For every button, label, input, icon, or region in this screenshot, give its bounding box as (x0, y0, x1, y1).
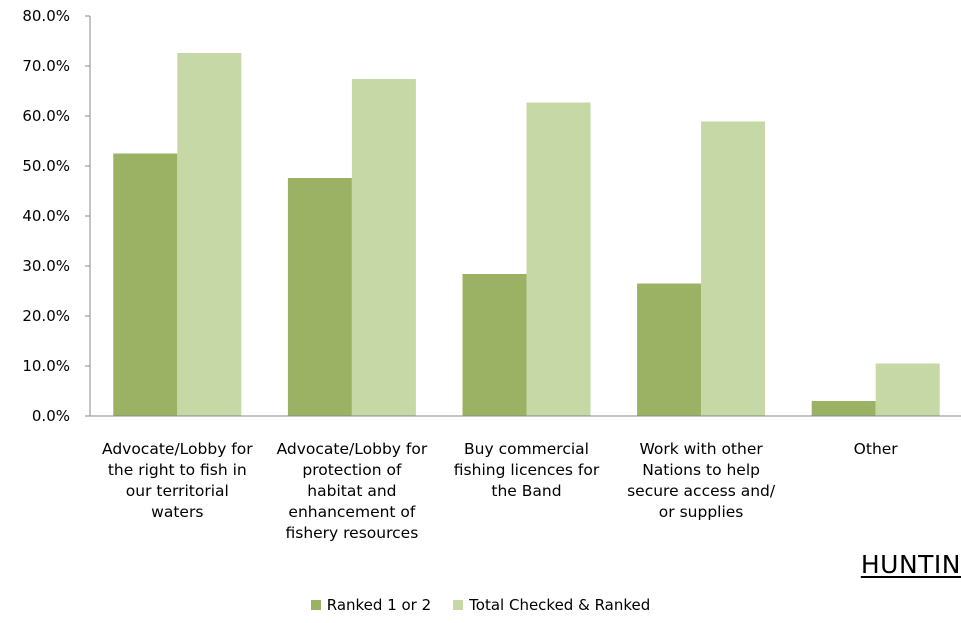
y-tick-label: 10.0% (22, 357, 70, 375)
bar-series-2-category-3 (526, 102, 591, 416)
legend-swatch-series-2 (453, 600, 464, 610)
x-category-label-line: Nations to help (642, 461, 760, 479)
x-category-label-line: the Band (491, 482, 562, 500)
bar-series-2-category-1 (177, 53, 242, 416)
y-axis: 0.0% 10.0% 20.0% 30.0% 40.0% 50.0% 60.0% 70.0% 8… (22, 7, 91, 425)
bar-series-1-category-1 (113, 153, 178, 416)
x-category-label: Other (788, 439, 961, 460)
x-category-label-line: protection of (302, 461, 402, 479)
x-category-label-line: Buy commercial (464, 440, 589, 458)
x-category-label-line: habitat and (307, 482, 397, 500)
bar-series-1-category-3 (462, 274, 527, 416)
legend-item-series-1: Ranked 1 or 2 (310, 596, 432, 614)
y-tick-label: 0.0% (32, 407, 70, 425)
legend-item-series-2: Total Checked & Ranked (453, 596, 650, 614)
bar-series-1-category-4 (637, 283, 702, 416)
legend: Ranked 1 or 2 Total Checked & Ranked (0, 593, 961, 617)
legend-label-series-2: Total Checked & Ranked (469, 596, 651, 614)
y-tick-label: 30.0% (22, 257, 70, 275)
x-category-label-line: enhancement of (288, 503, 416, 521)
bar-series-2-category-2 (351, 79, 416, 416)
x-category-label-line: fishing licences for (453, 461, 600, 479)
bar-series-2-category-5 (875, 363, 940, 416)
bar-series-2-category-4 (701, 121, 766, 416)
x-category-label-line: Other (853, 440, 898, 458)
y-tick-label: 50.0% (22, 157, 70, 175)
x-category-label-line: fishery resources (285, 524, 419, 542)
x-category-label-line: waters (151, 503, 204, 521)
x-category-label-line: the right to fish in (107, 461, 247, 479)
x-category-label-line: secure access and/ (627, 482, 776, 500)
y-tick-label: 60.0% (22, 107, 70, 125)
legend-swatch-series-1 (310, 600, 321, 610)
x-category-label: Advocate/Lobby for protection of habitat a… (264, 439, 440, 544)
corner-heading-text: HUNTIN (860, 550, 961, 579)
y-tick-label: 20.0% (22, 307, 70, 325)
x-category-label: Advocate/Lobby for the right to fish in ou… (89, 439, 265, 523)
bars (113, 53, 940, 416)
x-category-label-line: Work with other (639, 440, 763, 458)
bar-series-1-category-2 (287, 178, 352, 416)
y-tick-label: 40.0% (22, 207, 70, 225)
y-tick-label: 70.0% (22, 57, 70, 75)
y-tick-label: 80.0% (22, 7, 70, 25)
legend-label-series-1: Ranked 1 or 2 (326, 596, 432, 614)
x-category-label-line: Advocate/Lobby for (101, 440, 253, 458)
x-category-label-line: or supplies (658, 503, 744, 521)
x-category-label: Buy commercial fishing licences for the Ba… (439, 439, 615, 502)
x-category-label-line: Advocate/Lobby for (276, 440, 428, 458)
bar-series-1-category-5 (811, 401, 876, 416)
x-category-label: Work with other Nations to help secure acc… (613, 439, 789, 523)
x-category-label-line: our territorial (125, 482, 229, 500)
